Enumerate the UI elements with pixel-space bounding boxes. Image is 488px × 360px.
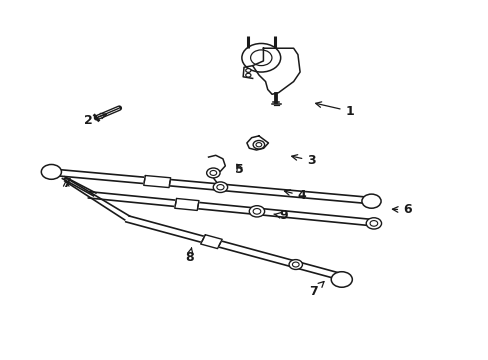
Circle shape xyxy=(245,73,250,77)
Circle shape xyxy=(206,168,220,178)
Circle shape xyxy=(288,260,302,270)
Text: 6: 6 xyxy=(392,203,411,216)
Text: 2: 2 xyxy=(84,113,106,126)
Text: 9: 9 xyxy=(273,210,287,222)
Polygon shape xyxy=(246,136,268,150)
Circle shape xyxy=(330,272,351,287)
Text: 3: 3 xyxy=(291,154,315,167)
Polygon shape xyxy=(200,235,222,249)
Circle shape xyxy=(41,165,61,179)
Text: 1: 1 xyxy=(315,102,354,118)
Circle shape xyxy=(361,194,380,208)
Circle shape xyxy=(253,140,264,149)
Text: 8: 8 xyxy=(184,248,193,264)
Text: 7: 7 xyxy=(309,282,324,298)
Text: 5: 5 xyxy=(235,163,244,176)
Text: 7: 7 xyxy=(61,177,70,190)
Circle shape xyxy=(366,218,381,229)
Circle shape xyxy=(242,44,280,72)
Text: 4: 4 xyxy=(284,189,306,202)
Circle shape xyxy=(245,68,250,72)
Polygon shape xyxy=(143,176,170,188)
Circle shape xyxy=(249,206,264,217)
Circle shape xyxy=(213,182,227,193)
Polygon shape xyxy=(252,48,300,94)
Polygon shape xyxy=(174,198,199,211)
